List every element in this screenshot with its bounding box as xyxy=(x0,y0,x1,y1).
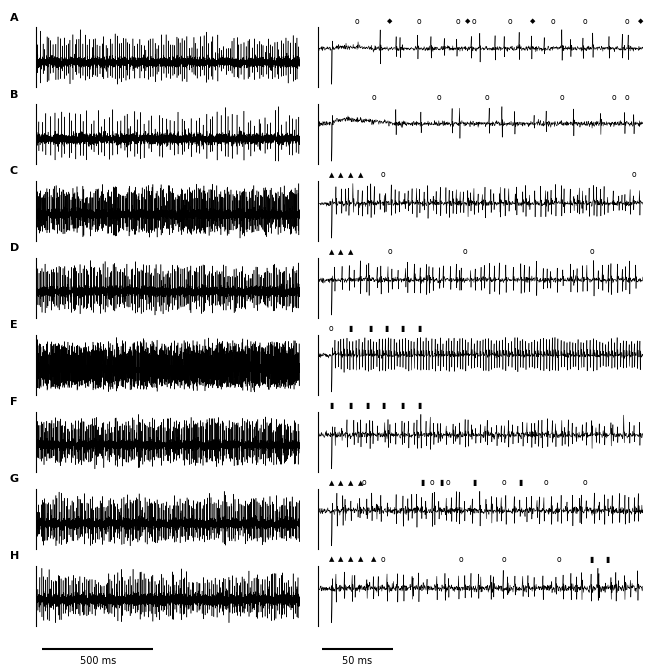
Text: H: H xyxy=(10,551,19,561)
Text: o: o xyxy=(361,478,366,487)
Text: ◆: ◆ xyxy=(638,18,643,24)
Text: o: o xyxy=(543,478,548,487)
Text: 50 ms: 50 ms xyxy=(343,656,372,666)
Text: o: o xyxy=(485,94,489,102)
Text: ▮: ▮ xyxy=(369,324,372,333)
Text: o: o xyxy=(446,478,450,487)
Text: o: o xyxy=(371,94,376,102)
Text: ▮: ▮ xyxy=(349,401,353,410)
Text: ▮: ▮ xyxy=(440,478,444,487)
Text: ▮: ▮ xyxy=(421,478,424,487)
Text: o: o xyxy=(387,248,392,256)
Text: ▲: ▲ xyxy=(339,480,344,486)
Text: B: B xyxy=(10,90,18,100)
Text: 500 ms: 500 ms xyxy=(80,656,116,666)
Text: o: o xyxy=(472,17,476,25)
Text: ◆: ◆ xyxy=(387,18,393,24)
Text: C: C xyxy=(10,167,18,177)
Text: o: o xyxy=(430,478,434,487)
Text: ▮: ▮ xyxy=(385,324,389,333)
Text: o: o xyxy=(417,17,421,25)
Text: ◆: ◆ xyxy=(530,18,536,24)
Text: o: o xyxy=(462,248,467,256)
Text: ▲: ▲ xyxy=(329,249,334,255)
Text: o: o xyxy=(381,555,385,564)
Text: D: D xyxy=(10,244,19,254)
Text: ▲: ▲ xyxy=(329,557,334,563)
Text: o: o xyxy=(508,17,512,25)
Text: ▲: ▲ xyxy=(339,557,344,563)
Text: o: o xyxy=(612,94,617,102)
Text: o: o xyxy=(625,94,630,102)
Text: ▲: ▲ xyxy=(339,172,344,178)
Text: ▮: ▮ xyxy=(473,478,476,487)
Text: ▲: ▲ xyxy=(358,557,363,563)
Text: ▮: ▮ xyxy=(606,555,610,564)
Text: ▮: ▮ xyxy=(417,401,421,410)
Text: ▲: ▲ xyxy=(348,557,354,563)
Text: ▮: ▮ xyxy=(518,478,522,487)
Text: o: o xyxy=(582,478,588,487)
Text: F: F xyxy=(10,397,18,407)
Text: o: o xyxy=(625,17,630,25)
Text: o: o xyxy=(436,94,441,102)
Text: E: E xyxy=(10,320,18,330)
Text: o: o xyxy=(456,17,460,25)
Text: ▮: ▮ xyxy=(349,324,353,333)
Text: ▮: ▮ xyxy=(382,401,385,410)
Text: A: A xyxy=(10,13,18,23)
Text: ▲: ▲ xyxy=(348,480,354,486)
Text: o: o xyxy=(560,94,565,102)
Text: o: o xyxy=(459,555,463,564)
Text: ▮: ▮ xyxy=(590,555,593,564)
Text: ▲: ▲ xyxy=(371,557,376,563)
Text: o: o xyxy=(589,248,594,256)
Text: ▮: ▮ xyxy=(365,401,369,410)
Text: ▲: ▲ xyxy=(358,480,363,486)
Text: ▲: ▲ xyxy=(358,172,363,178)
Text: o: o xyxy=(329,324,333,333)
Text: o: o xyxy=(355,17,359,25)
Text: o: o xyxy=(501,478,506,487)
Text: ▲: ▲ xyxy=(339,249,344,255)
Text: ▮: ▮ xyxy=(401,324,405,333)
Text: o: o xyxy=(501,555,506,564)
Text: ▮: ▮ xyxy=(417,324,421,333)
Text: ▲: ▲ xyxy=(348,172,354,178)
Text: ▮: ▮ xyxy=(401,401,405,410)
Text: o: o xyxy=(631,171,636,179)
Text: o: o xyxy=(381,171,385,179)
Text: o: o xyxy=(582,17,588,25)
Text: G: G xyxy=(10,474,19,484)
Text: ▲: ▲ xyxy=(329,480,334,486)
Text: o: o xyxy=(556,555,561,564)
Text: ▲: ▲ xyxy=(348,249,354,255)
Text: ▮: ▮ xyxy=(330,401,333,410)
Text: ▲: ▲ xyxy=(329,172,334,178)
Text: o: o xyxy=(550,17,554,25)
Text: ◆: ◆ xyxy=(465,18,471,24)
